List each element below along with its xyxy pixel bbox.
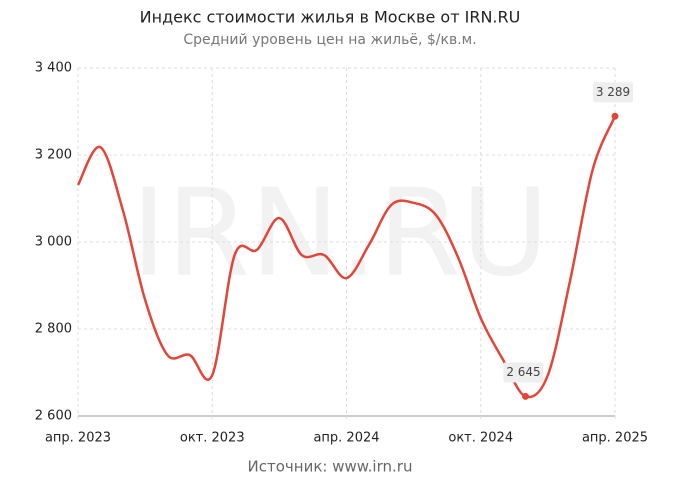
point [522,392,529,400]
source: Источник: www.irn.ru [248,458,413,476]
y-tick-label: 3 000 [35,235,72,250]
line [76,115,617,399]
value-label: 3 289 [596,85,630,99]
x-tick-label: апр. 2024 [313,431,379,446]
x-tick-label: окт. 2023 [180,431,245,446]
watermark: IRN.RU [131,165,549,304]
point [611,112,619,120]
chart-subtitle: Средний уровень цен на жильё, $/кв.м. [183,32,476,48]
y-tick-label: 3 200 [35,148,72,163]
label-box [503,362,544,383]
x-tick-label: апр. 2025 [582,431,648,446]
y-tick-label: 3 400 [35,61,72,76]
x-tick-label: окт. 2024 [448,431,513,446]
value-label: 2 645 [506,365,540,379]
y-tick-label: 2 600 [35,409,72,424]
label-box [593,82,633,103]
x-tick-label: апр. 2023 [45,431,111,446]
chart-title: Индекс стоимости жилья в Москве от IRN.R… [140,8,521,27]
y-tick-label: 2 800 [35,322,72,337]
